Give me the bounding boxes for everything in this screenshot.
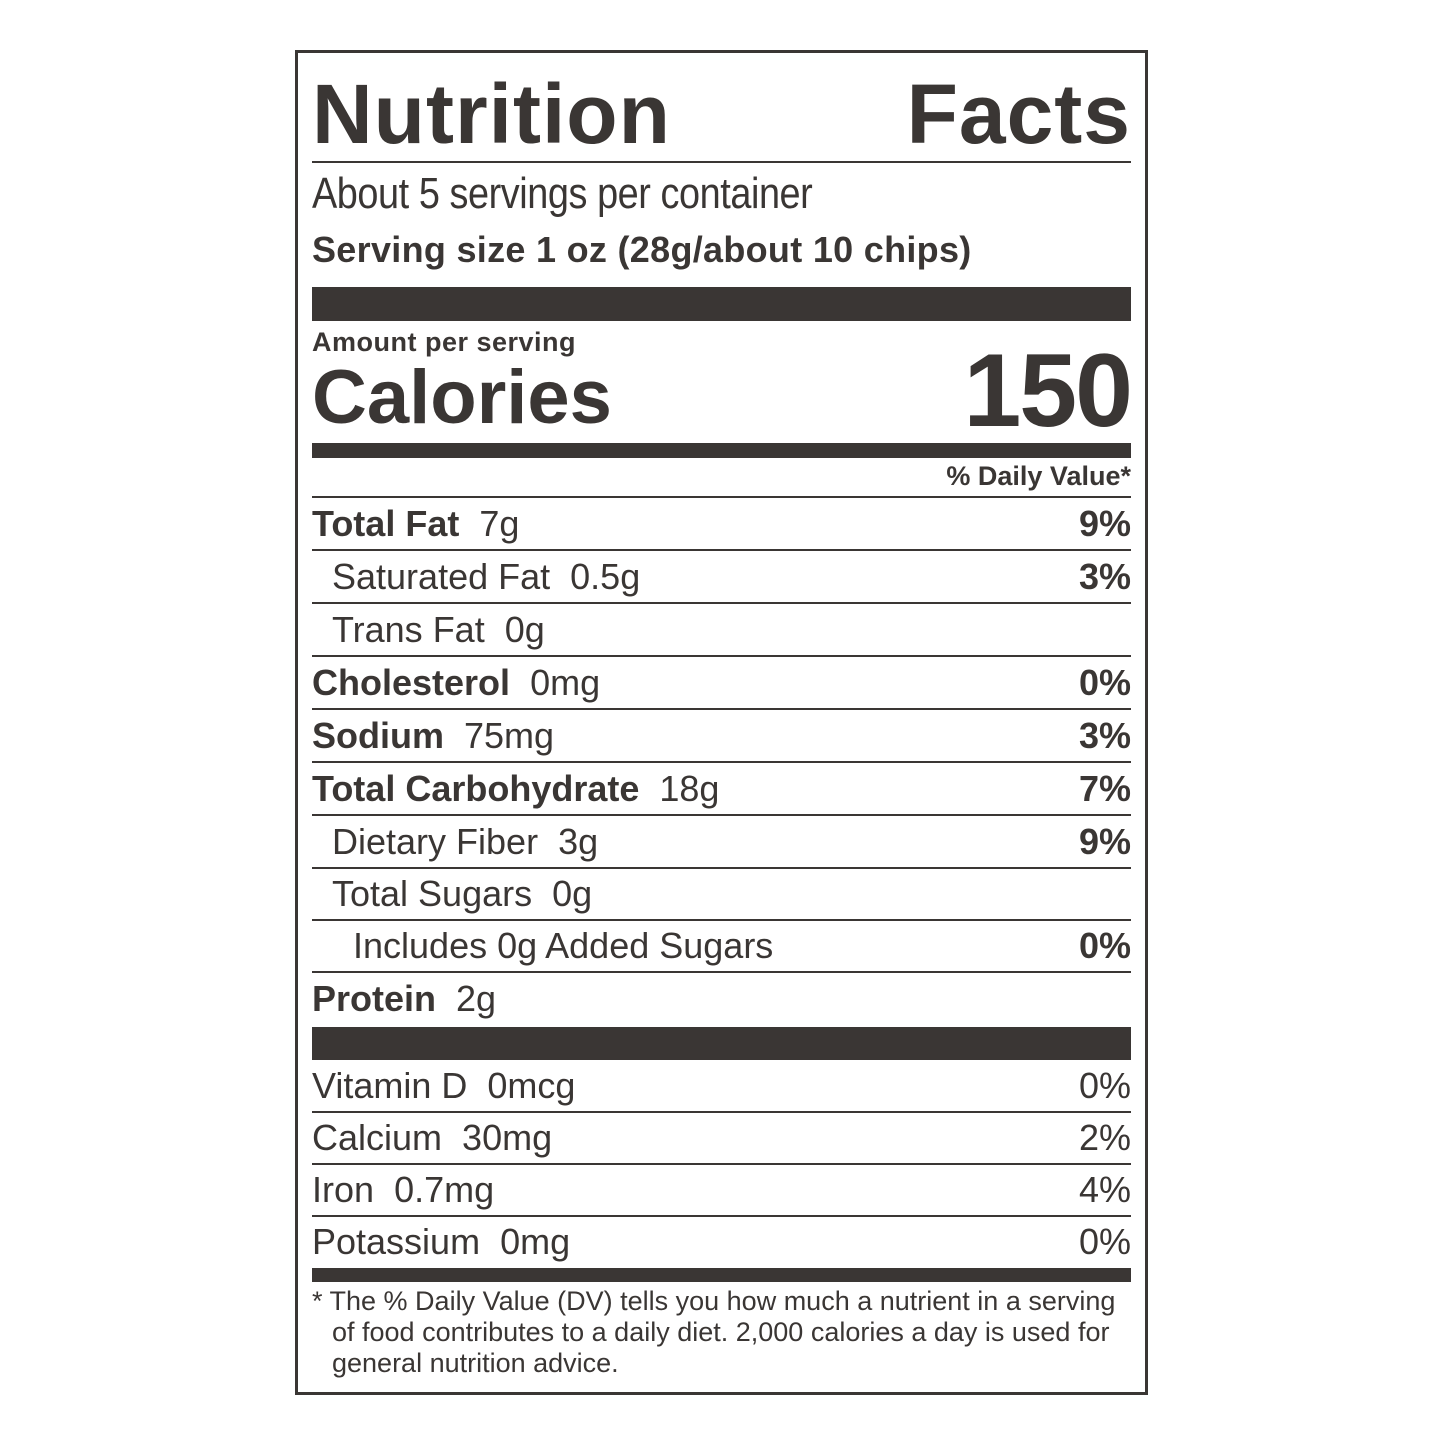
vitamin-amount: 0.7mg xyxy=(394,1168,495,1210)
nutrient-amount: 75mg xyxy=(464,714,555,756)
calories-value: 150 xyxy=(963,333,1133,449)
calories-row: Calories 150 xyxy=(312,339,1133,443)
vitamin-dv: 4% xyxy=(1078,1168,1131,1210)
nutrient-row-dietary-fiber: Dietary Fiber 3g 9% xyxy=(312,816,1131,869)
servings-per-container: About 5 servings per container xyxy=(312,169,813,218)
calories-label: Calories xyxy=(312,355,612,440)
label-title: Nutrition Facts xyxy=(312,66,1131,156)
nutrient-name: Saturated Fat xyxy=(332,555,551,597)
nutrient-amount: 0g xyxy=(504,608,545,650)
nutrient-row-total-sugars: Total Sugars 0g xyxy=(312,868,1131,921)
amount-per-serving: Amount per serving xyxy=(312,327,577,357)
nutrient-row-sodium: Sodium 75mg 3% xyxy=(312,710,1131,763)
nutrient-name: Total Fat xyxy=(312,502,460,544)
nutrient-dv: 0% xyxy=(1078,661,1131,703)
nutrient-amount: 2g xyxy=(456,977,497,1019)
nutrient-name: Total Carbohydrate xyxy=(312,767,640,809)
thick-divider xyxy=(312,1027,1131,1060)
nutrient-name: Cholesterol xyxy=(312,661,511,703)
nutrition-facts-panel xyxy=(295,50,1148,1395)
nutrient-row-total-carbohydrate: Total Carbohydrate 18g 7% xyxy=(312,763,1131,816)
daily-value-header: % Daily Value* xyxy=(946,461,1131,491)
medium-divider xyxy=(312,1268,1131,1282)
vitamin-row-vitamin-d: Vitamin D 0mcg 0% xyxy=(312,1060,1131,1113)
nutrient-dv: 3% xyxy=(1078,555,1131,597)
nutrient-dv: 3% xyxy=(1078,714,1131,756)
vitamin-row-potassium: Potassium 0mg 0% xyxy=(312,1216,1131,1267)
nutrient-name: Total Sugars xyxy=(332,872,533,914)
serving-size: Serving size 1 oz (28g/about 10 chips) xyxy=(312,229,972,270)
nutrient-amount: 18g xyxy=(659,767,720,809)
nutrient-name: Protein xyxy=(312,977,437,1019)
nutrient-dv: 7% xyxy=(1078,767,1131,809)
nutrient-row-saturated-fat: Saturated Fat 0.5g 3% xyxy=(312,551,1131,604)
vitamin-name: Vitamin D xyxy=(312,1064,468,1106)
title-facts: Facts xyxy=(906,67,1131,161)
nutrient-amount: 0g xyxy=(552,872,593,914)
nutrient-dv: 0% xyxy=(1078,924,1131,966)
vitamin-name: Iron xyxy=(312,1168,375,1210)
vitamin-row-iron: Iron 0.7mg 4% xyxy=(312,1164,1131,1217)
vitamin-row-calcium: Calcium 30mg 2% xyxy=(312,1112,1131,1165)
nutrient-amount: 0.5g xyxy=(570,555,641,597)
nutrient-name: Sodium xyxy=(312,714,444,756)
nutrient-row-total-fat: Total Fat 7g 9% xyxy=(312,498,1131,551)
divider xyxy=(312,161,1131,163)
nutrient-amount: 7g xyxy=(479,502,520,544)
nutrient-row-cholesterol: Cholesterol 0mg 0% xyxy=(312,657,1131,710)
vitamin-amount: 30mg xyxy=(462,1116,553,1158)
nutrient-name: Trans Fat xyxy=(332,608,485,650)
nutrient-row-protein: Protein 2g xyxy=(312,973,1131,1024)
thick-divider xyxy=(312,287,1131,321)
title-nutrition: Nutrition xyxy=(312,67,671,161)
footnote: * The % Daily Value (DV) tells you how m… xyxy=(312,1286,1116,1378)
vitamin-name: Calcium xyxy=(312,1116,443,1158)
nutrient-dv: 9% xyxy=(1078,502,1131,544)
vitamin-amount: 0mg xyxy=(500,1220,571,1262)
nutrient-name: Dietary Fiber xyxy=(332,820,539,862)
nutrient-dv: 9% xyxy=(1078,820,1131,862)
vitamin-dv: 2% xyxy=(1078,1116,1131,1158)
medium-divider xyxy=(312,443,1131,458)
nutrient-row-added-sugars: Includes 0g Added Sugars 0% xyxy=(312,920,1131,973)
nutrient-row-trans-fat: Trans Fat 0g xyxy=(312,604,1131,657)
vitamin-dv: 0% xyxy=(1078,1220,1131,1262)
vitamin-name: Potassium xyxy=(312,1220,481,1262)
nutrient-amount: 0mg xyxy=(530,661,601,703)
nutrient-amount: 3g xyxy=(558,820,599,862)
vitamin-dv: 0% xyxy=(1078,1064,1131,1106)
nutrient-name: Includes 0g Added Sugars xyxy=(353,924,774,966)
divider xyxy=(312,496,1131,498)
vitamin-amount: 0mcg xyxy=(487,1064,576,1106)
